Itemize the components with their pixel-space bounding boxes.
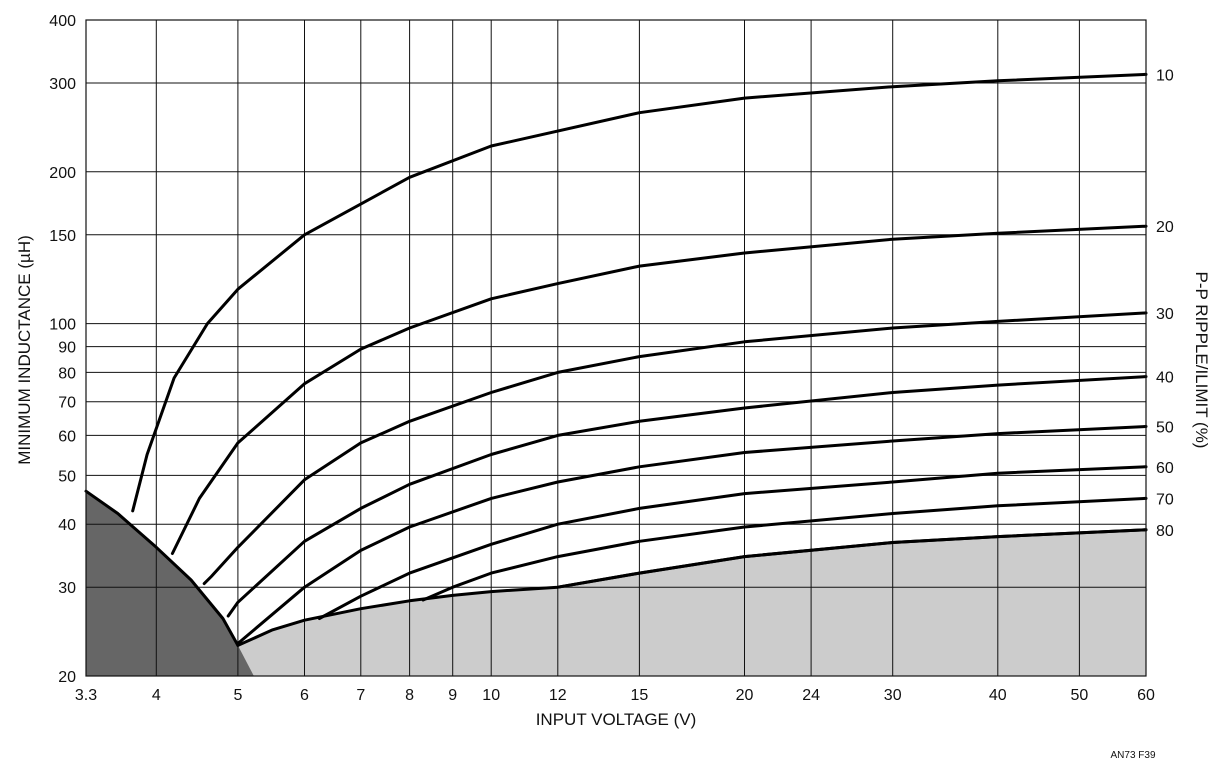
y-tick-label: 20 [58, 669, 76, 686]
series-label-80: 80 [1156, 523, 1174, 540]
x-tick-label: 8 [405, 687, 414, 704]
series-label-60: 60 [1156, 460, 1174, 477]
y-tick-label: 400 [49, 13, 76, 30]
x-tick-label: 50 [1071, 687, 1089, 704]
x-tick-label: 3.3 [75, 687, 97, 704]
x-tick-label: 15 [631, 687, 649, 704]
y-tick-label: 30 [58, 580, 76, 597]
y-tick-label: 90 [58, 340, 76, 357]
series-label-70: 70 [1156, 491, 1174, 508]
series-line-20 [170, 224, 1148, 555]
y-tick-label: 300 [49, 76, 76, 93]
boundary-curve [84, 489, 240, 647]
y-tick-label: 100 [49, 317, 76, 334]
series-label-20: 20 [1156, 219, 1174, 236]
series-line-30 [202, 311, 1148, 586]
x-tick-label: 6 [300, 687, 309, 704]
y-tick-label: 200 [49, 165, 76, 182]
plot-frame [85, 19, 1147, 677]
series-labels: 10 20 30 40 50 60 70 80 [1156, 67, 1174, 539]
y-tick-label: 70 [58, 395, 76, 412]
y-tick-label: 50 [58, 468, 76, 485]
x-tick-label: 12 [549, 687, 567, 704]
series-label-30: 30 [1156, 306, 1174, 323]
series-line-80 [556, 528, 1148, 589]
x-tick-label: 60 [1137, 687, 1155, 704]
y-tick-label: 60 [58, 428, 76, 445]
x-tick-label: 4 [152, 687, 161, 704]
x-tick-label: 10 [482, 687, 500, 704]
x-tick-label: 24 [802, 687, 820, 704]
y-tick-label: 80 [58, 365, 76, 382]
y-axis-title: MINIMUM INDUCTANCE (µH) [15, 235, 34, 465]
series-label-40: 40 [1156, 370, 1174, 387]
region-dark [86, 491, 254, 676]
y-tick-labels: 20 30 40 50 60 70 80 90 100 150 200 300 400 [49, 13, 76, 686]
x-tick-label: 30 [884, 687, 902, 704]
x-tick-label: 5 [233, 687, 242, 704]
x-tick-labels: 3.3 4 5 6 7 8 9 10 12 15 20 24 30 40 50 60 [75, 687, 1155, 704]
y-tick-label: 150 [49, 228, 76, 245]
series-line-40 [226, 375, 1148, 618]
region-light [237, 529, 1146, 676]
series-curves [84, 72, 1148, 647]
y-tick-label: 40 [58, 517, 76, 534]
y2-axis-title: P-P RIPPLE/ILIMIT (%) [1192, 272, 1211, 449]
x-axis-title: INPUT VOLTAGE (V) [536, 710, 697, 729]
x-tick-label: 20 [736, 687, 754, 704]
series-line-10 [131, 72, 1148, 513]
series-line-70 [421, 496, 1148, 602]
series-label-50: 50 [1156, 420, 1174, 437]
series-line-60 [317, 465, 1148, 620]
shaded-regions [86, 491, 1146, 676]
x-tick-label: 9 [448, 687, 457, 704]
figure-id: AN73 F39 [1110, 750, 1155, 761]
series-line-50 [236, 425, 1148, 645]
x-tick-label: 40 [989, 687, 1007, 704]
series-label-10: 10 [1156, 67, 1174, 84]
x-tick-label: 7 [356, 687, 365, 704]
